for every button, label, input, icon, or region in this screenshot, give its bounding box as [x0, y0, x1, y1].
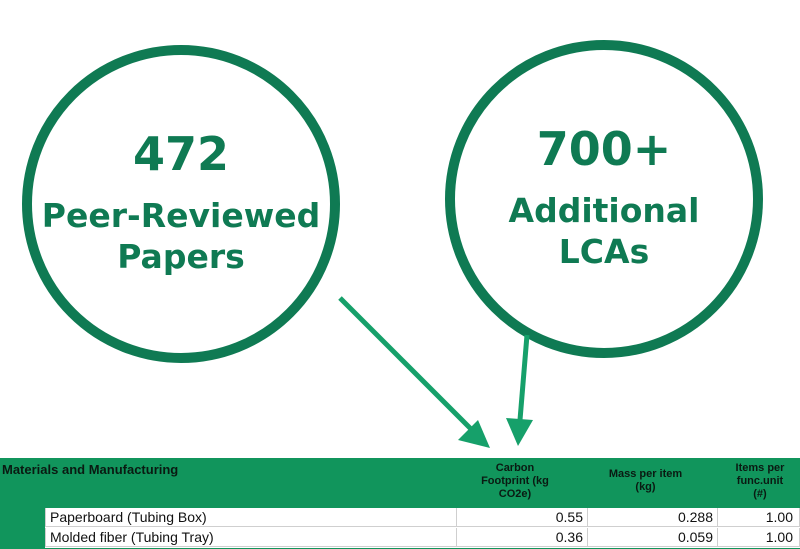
additional-lcas-label-line1: Additional — [508, 190, 700, 230]
row-material-name: Molded fiber (Tubing Tray) — [45, 528, 457, 547]
peer-reviewed-label-line1: Peer-Reviewed — [41, 195, 321, 235]
row-material-name: Paperboard (Tubing Box) — [45, 508, 457, 527]
table-row: Molded fiber (Tubing Tray) 0.36 0.059 1.… — [45, 528, 800, 548]
column-header-items-line3: (#) — [753, 488, 767, 500]
row-carbon-value: 0.55 — [457, 508, 588, 527]
row-carbon-value: 0.36 — [457, 528, 588, 547]
column-header-mass-line1: Mass per item — [608, 468, 683, 480]
column-header-mass: Mass per item (kg) — [588, 468, 703, 494]
column-header-carbon-line3: CO2e) — [498, 488, 532, 500]
arrow-left — [338, 296, 490, 448]
additional-lcas-circle: 700+ Additional LCAs — [445, 40, 763, 358]
column-header-carbon-line2: Footprint (kg — [481, 475, 549, 487]
column-header-items: Items per func.unit (#) — [720, 462, 800, 501]
peer-reviewed-papers-circle: 472 Peer-Reviewed Papers — [22, 45, 340, 363]
materials-table: Materials and Manufacturing Carbon Footp… — [0, 458, 800, 549]
additional-lcas-label-line2: LCAs — [558, 232, 650, 271]
column-header-items-line1: Items per — [735, 462, 785, 474]
additional-lcas-count: 700+ — [536, 121, 672, 176]
column-header-carbon-line1: Carbon — [495, 462, 535, 474]
table-row: Paperboard (Tubing Box) 0.55 0.288 1.00 — [45, 508, 800, 528]
peer-reviewed-count: 472 — [132, 126, 230, 181]
arrow-right — [506, 334, 533, 446]
column-header-carbon: Carbon Footprint (kg CO2e) — [460, 462, 570, 501]
row-items-value: 1.00 — [718, 528, 800, 547]
section-title: Materials and Manufacturing — [2, 462, 179, 477]
column-header-items-line2: func.unit — [736, 475, 784, 487]
row-mass-value: 0.288 — [588, 508, 718, 527]
row-items-value: 1.00 — [718, 508, 800, 527]
row-mass-value: 0.059 — [588, 528, 718, 547]
column-header-mass-line2: (kg) — [635, 481, 656, 493]
peer-reviewed-label-line2: Papers — [117, 237, 245, 276]
